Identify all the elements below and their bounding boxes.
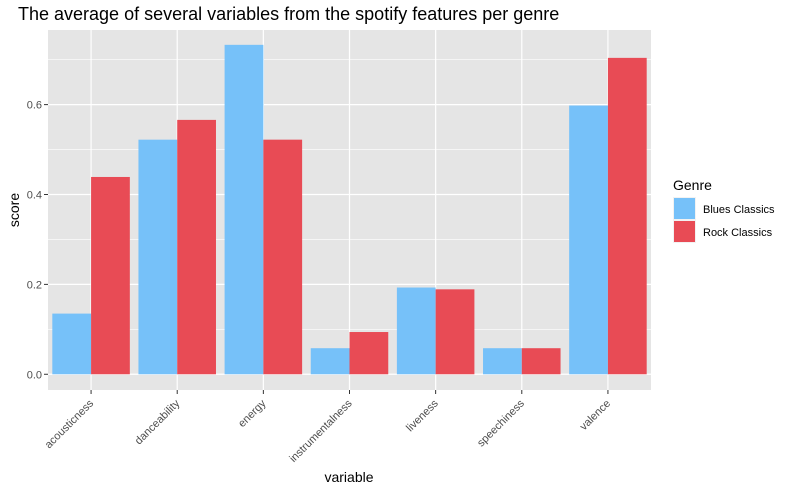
x-tick-label: valence <box>578 398 613 433</box>
legend-title: Genre <box>673 177 712 193</box>
legend-label: Rock Classics <box>703 227 773 239</box>
bar-rock-classics-acousticness <box>91 176 130 375</box>
x-tick-label: liveness <box>404 397 441 434</box>
x-tick-label: acousticness <box>43 397 97 451</box>
bar-blues-classics-danceability <box>138 139 178 375</box>
y-tick-label: 0.4 <box>27 189 42 201</box>
x-tick-label: energy <box>236 397 269 430</box>
x-axis-title: variable <box>324 469 373 485</box>
legend: Genre Blues Classics Rock Classics <box>673 177 775 243</box>
y-axis-title: score <box>6 193 22 227</box>
y-tick-label: 0.6 <box>27 100 42 112</box>
bar-rock-classics-instrumentalness <box>349 332 389 375</box>
bar-rock-classics-valence <box>607 57 647 375</box>
x-tick-label: danceability <box>133 397 183 447</box>
bar-blues-classics-speechiness <box>483 348 522 375</box>
x-tick-label: instrumentalness <box>287 397 355 465</box>
bar-blues-classics-energy <box>224 44 264 375</box>
bar-blues-classics-instrumentalness <box>310 348 350 375</box>
x-axis: acousticness danceability energy instrument… <box>43 390 613 465</box>
bar-rock-classics-danceability <box>177 119 216 375</box>
y-tick-label: 0.0 <box>27 369 42 381</box>
bars <box>52 44 647 375</box>
chart-title: The average of several variables from th… <box>18 4 559 24</box>
legend-label: Blues Classics <box>703 204 775 216</box>
y-tick-label: 0.2 <box>27 279 42 291</box>
legend-swatch <box>674 221 695 242</box>
y-axis: 0.0 0.2 0.4 0.6 <box>27 100 48 381</box>
x-tick-label: speechiness <box>475 397 527 449</box>
bar-rock-classics-speechiness <box>521 348 561 375</box>
legend-swatch <box>674 198 695 219</box>
bar-rock-classics-energy <box>263 139 303 375</box>
bar-rock-classics-liveness <box>435 289 475 375</box>
bar-blues-classics-valence <box>569 105 608 375</box>
bar-blues-classics-acousticness <box>52 313 92 375</box>
bar-blues-classics-liveness <box>396 287 436 375</box>
